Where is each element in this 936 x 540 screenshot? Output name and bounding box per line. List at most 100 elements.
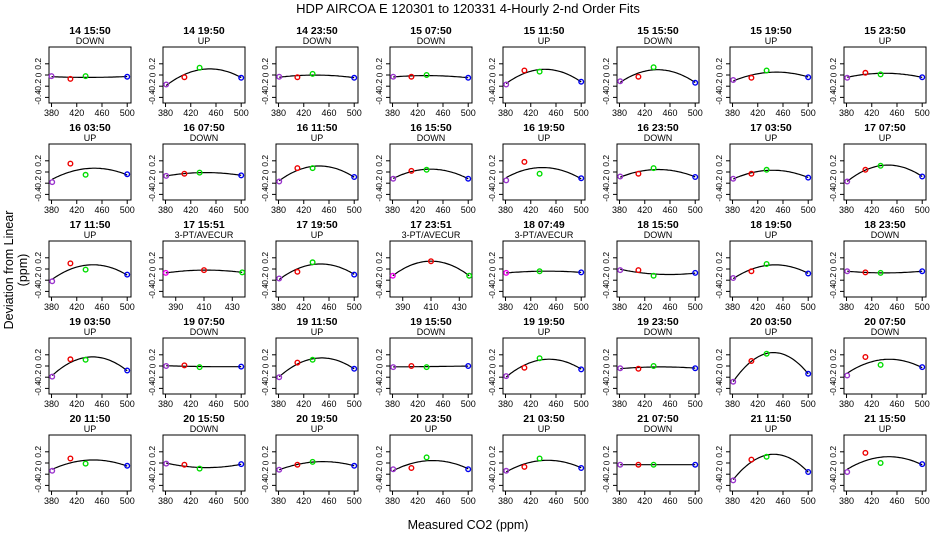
panel-fit-label: UP [311,327,324,337]
y-tick-label: -0.2 [33,79,43,94]
x-tick-label: 500 [574,399,589,409]
y-tick-label: 0 [714,460,724,465]
y-tick-label: 0 [260,169,270,174]
y-tick-label: 0 [147,169,157,174]
y-tick-label: -0.2 [714,370,724,385]
x-tick-label: 420 [864,399,879,409]
y-tick-label: -0.4 [147,478,157,493]
fit-curve [393,365,469,368]
y-tick-label: -0.4 [374,90,384,105]
x-tick-label: 420 [183,108,198,118]
x-tick-label: 460 [889,302,904,312]
data-point [309,165,316,172]
fit-curve [392,460,469,472]
panel-frame [389,434,473,492]
panel-frame [729,143,813,201]
y-tick-label: 0 [374,363,384,368]
data-point [163,81,170,88]
x-tick-label: 420 [523,399,538,409]
x-tick-label: 460 [889,496,904,506]
y-tick-label: -0.2 [260,79,270,94]
panel-frame [502,337,586,395]
y-tick-label: -0.4 [33,381,43,396]
x-tick-label: 420 [523,302,538,312]
data-point [862,69,869,76]
panel-frame [843,337,927,395]
data-point [49,278,56,285]
y-tick-label: 0.2 [374,155,384,167]
data-point [635,365,642,372]
x-tick-label: 500 [120,496,135,506]
y-tick-label: -0.4 [714,381,724,396]
fit-curve [165,269,243,274]
data-point [650,272,657,279]
data-point [163,363,170,370]
panel-time-label: 20 07:50 [864,316,906,328]
data-point [521,67,528,74]
y-tick-label: -0.4 [828,381,838,396]
y-tick-label: -0.4 [714,284,724,299]
data-point [503,81,510,88]
panel-20: 17 23:513-PT/AVECUR -0.4-0.2 0 0.2 390 410 430 [374,219,473,312]
y-tick-label: -0.4 [601,478,611,493]
panel-frame [502,46,586,104]
panel-frame [616,46,700,104]
x-tick-label: 420 [296,302,311,312]
data-point [408,465,415,472]
x-tick-label: 500 [234,205,249,215]
y-tick-label: -0.2 [147,273,157,288]
data-point [238,461,245,468]
x-tick-label: 460 [775,399,790,409]
y-tick-label: 0 [33,460,43,465]
y-tick-label: 0.2 [601,446,611,458]
x-tick-label: 500 [461,108,476,118]
panel-fit-label: UP [198,36,211,46]
data-point [536,68,543,75]
y-tick-label: 0.2 [714,252,724,264]
y-tick-label: -0.4 [33,478,43,493]
y-tick-label: 0.2 [33,252,43,264]
y-tick-label: -0.4 [33,284,43,299]
data-point [748,456,755,463]
data-point [423,364,430,371]
data-point [877,71,884,78]
panel-frame [616,240,700,298]
fit-curve [51,264,128,280]
x-tick-label: 460 [775,108,790,118]
x-tick-label: 460 [435,399,450,409]
fit-curve [505,459,582,473]
x-tick-label: 420 [69,108,84,118]
data-point [389,272,396,279]
y-tick-label: -0.2 [487,273,497,288]
data-point [503,177,510,184]
y-tick-label: -0.2 [714,273,724,288]
x-tick-label: 380 [498,399,513,409]
y-tick-label: -0.4 [374,187,384,202]
panel-frame [843,240,927,298]
panel-time-label: 19 19:50 [523,316,565,328]
x-tick-label: 460 [94,496,109,506]
x-tick-label: 420 [750,302,765,312]
y-tick-label: 0.2 [33,58,43,70]
data-point [617,78,624,85]
fit-curve [846,164,923,182]
panel-fit-label: DOWN [644,36,673,46]
y-tick-label: 0.2 [828,446,838,458]
data-point [124,73,131,80]
y-tick-label: -0.2 [601,79,611,94]
fit-curve [732,169,809,180]
y-tick-label: 0 [714,266,724,271]
x-tick-label: 460 [321,399,336,409]
x-tick-label: 460 [208,108,223,118]
data-point [521,463,528,470]
data-point [196,465,203,472]
x-tick-label: 380 [44,302,59,312]
y-tick-label: -0.2 [487,370,497,385]
fit-curve [279,461,355,471]
x-tick-label: 380 [498,108,513,118]
y-tick-label: 0.2 [828,349,838,361]
